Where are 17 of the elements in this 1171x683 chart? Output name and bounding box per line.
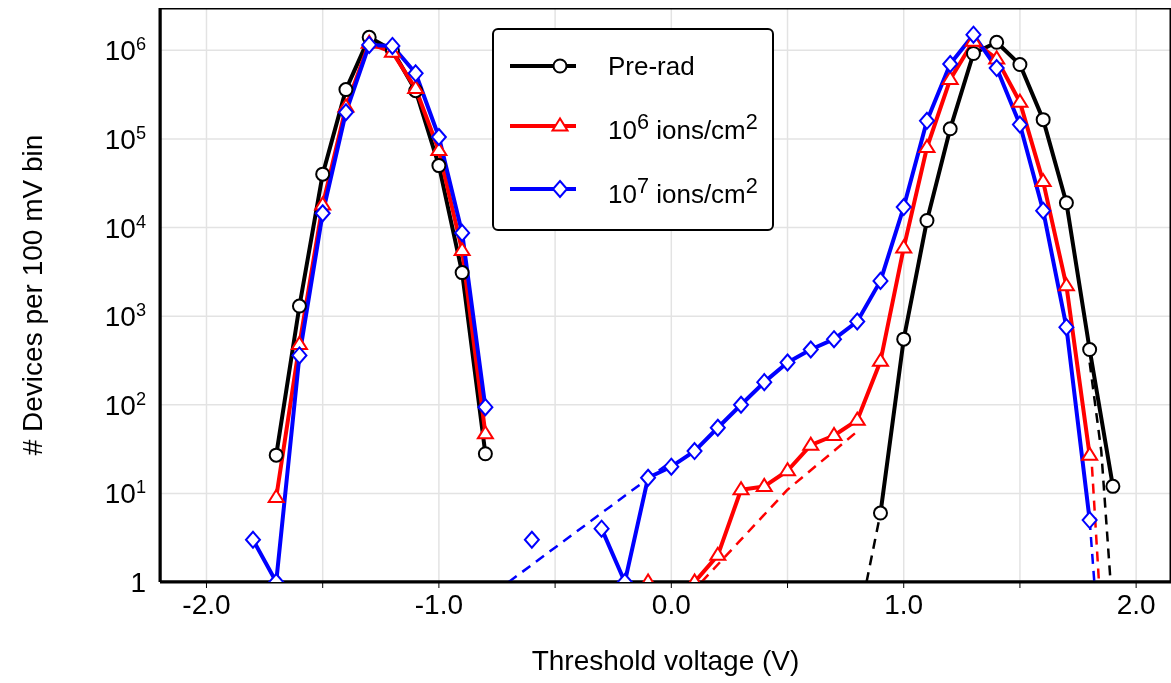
x-tick-label: 1.0 [884,589,924,620]
y-tick-label: 1 [130,567,146,598]
x-tick-label: 0.0 [651,589,691,620]
x-tick-label: -1.0 [414,589,464,620]
y-tick-label: 10$^{4}$ [104,211,146,244]
y-tick-label: 10$^{5}$ [104,122,146,155]
y-tick-label: 10$^{6}$ [104,34,146,67]
x-tick-label: 2.0 [1116,589,1156,620]
legend-label: Pre-rad [608,50,695,83]
y-tick-label: 10$^{1}$ [104,477,146,510]
x-tick-label: -2.0 [182,589,231,620]
y-tick-label: 10$^{3}$ [104,300,146,333]
legend-label: 10$^{6}$ ions/cm$^{2}$ [608,108,758,147]
y-tick-label: 10$^{2}$ [104,388,146,421]
y-axis-title: # Devices per 100 mV bin [17,134,48,456]
legend-label: 10$^{7}$ ions/cm$^{2}$ [608,171,758,211]
x-axis-title: Threshold voltage (V) [531,645,800,676]
